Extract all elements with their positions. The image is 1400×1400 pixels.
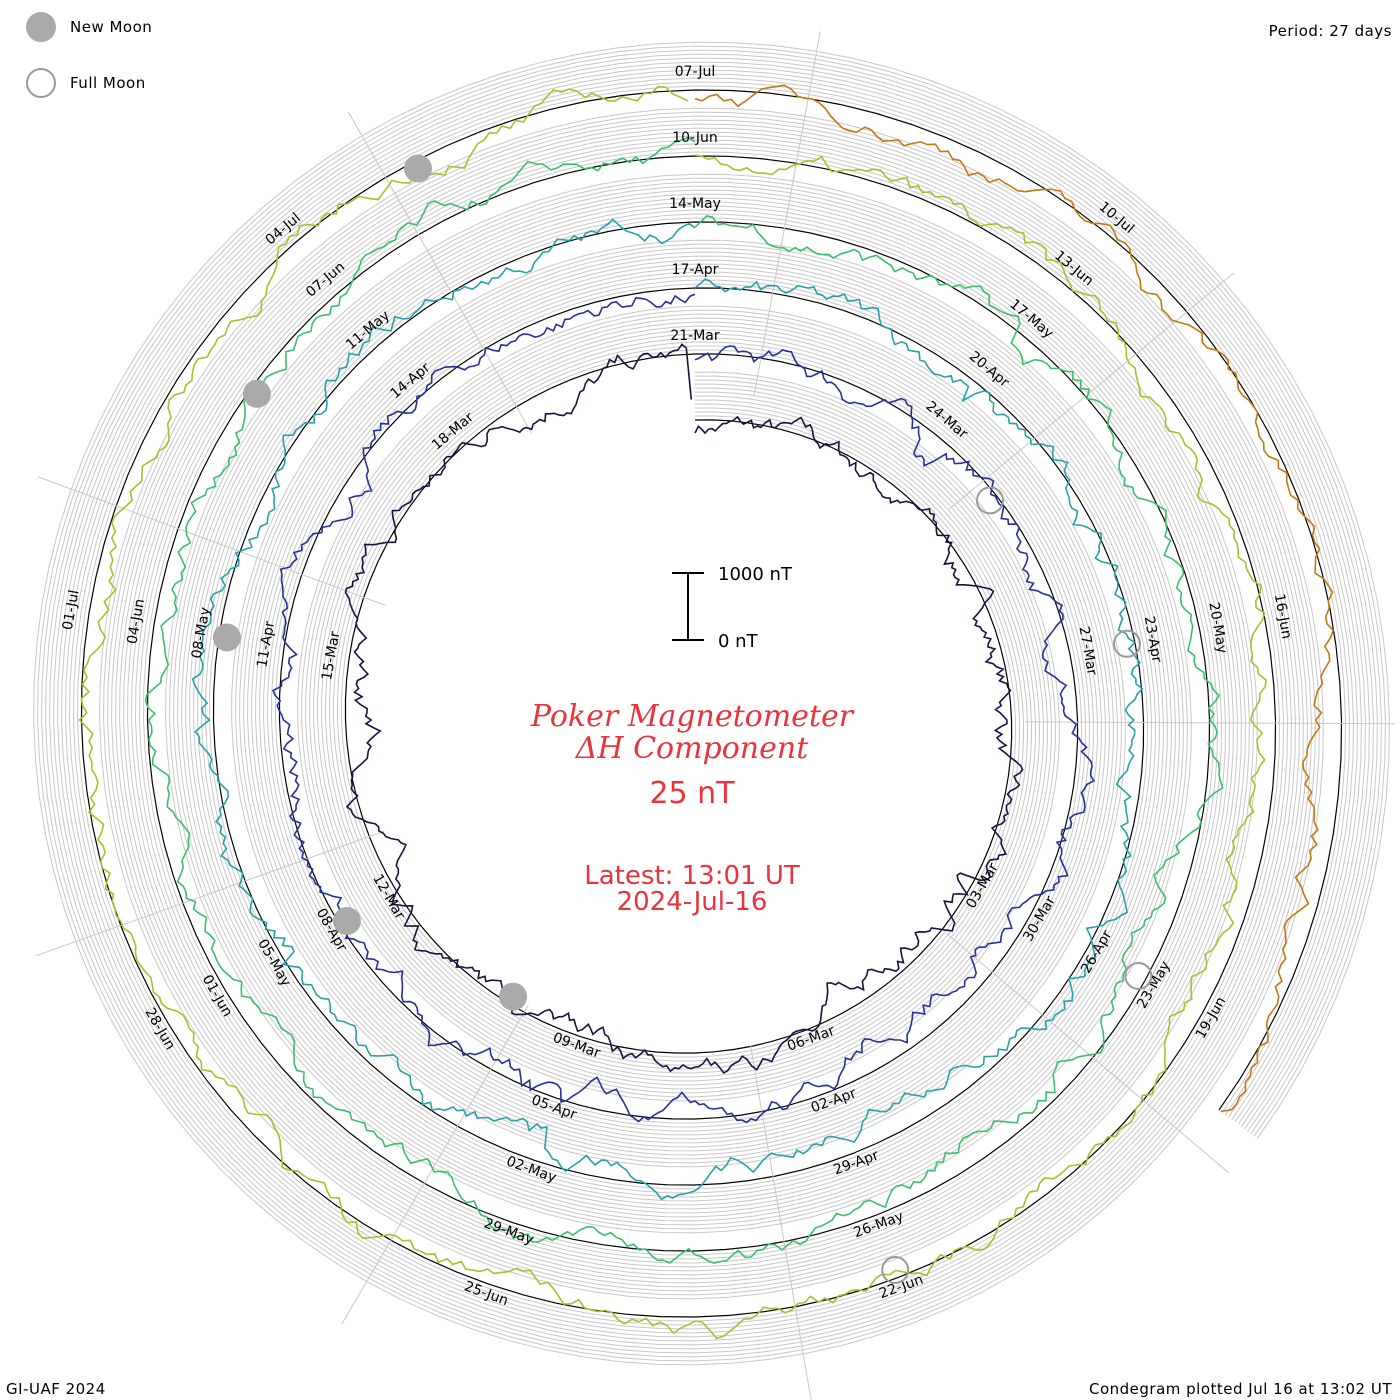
title-line-1: Poker Magnetometer (530, 699, 855, 734)
grid-spiral (45, 53, 1378, 1354)
radial-grid-line (347, 111, 533, 434)
radial-grid-line (750, 1045, 812, 1400)
date-label: 01-Jun (199, 972, 236, 1019)
date-label: 17-May (1006, 296, 1056, 342)
period-label: Period: 27 days (1268, 22, 1392, 40)
grid-spiral (41, 49, 1382, 1358)
series-trace-period-4 (144, 136, 1224, 1264)
radial-grid-line (946, 933, 1230, 1174)
date-label: 01-Jul (60, 589, 83, 632)
plotted-label: Condegram plotted Jul 16 at 13:02 UT (1088, 1380, 1392, 1398)
series-trace-period-3 (191, 218, 1144, 1201)
moon-phase-layer (212, 154, 1153, 1284)
series-layer (78, 84, 1335, 1340)
scale-bar: 1000 nT 0 nT (672, 564, 793, 652)
new-moon-legend: New Moon (26, 12, 152, 42)
radial-grid-line (948, 272, 1235, 510)
full-moon-marker (1113, 629, 1141, 658)
latest-time: Latest: 13:01 UT (584, 861, 800, 891)
date-label: 21-Mar (670, 328, 720, 344)
radial-grid-line (38, 476, 386, 606)
date-label: 04-Jun (124, 598, 148, 646)
series-trace-period-6 (694, 84, 1335, 1113)
grid-spiral (72, 81, 1351, 1326)
credit-label: GI-UAF 2024 (6, 1380, 106, 1398)
date-label: 10-Jun (672, 130, 718, 146)
full-moon-legend: Full Moon (26, 68, 146, 98)
date-label: 27-Mar (1075, 625, 1099, 677)
date-label: 17-Apr (672, 262, 719, 278)
date-label: 14-May (669, 196, 721, 212)
new-moon-marker (212, 623, 241, 652)
radial-grid-line (1024, 721, 1396, 725)
radial-grid-line (341, 1004, 529, 1325)
scale-bottom-label: 0 nT (718, 631, 759, 652)
grid-spiral (57, 65, 1366, 1342)
latest-date: 2024-Jul-16 (617, 887, 768, 917)
radial-grid-line (35, 830, 385, 957)
date-label: 15-Mar (319, 630, 343, 682)
new-moon-marker (499, 982, 528, 1011)
grid-spiral (61, 69, 1362, 1338)
full-moon-marker (976, 486, 1004, 515)
series-trace-period-2 (272, 293, 1096, 1124)
radial-grid-line (753, 31, 821, 396)
series-trace-period-1 (344, 343, 1024, 1075)
grid-spiral (33, 41, 1390, 1366)
date-label: 08-May (189, 606, 214, 660)
grid-spiral (49, 57, 1374, 1350)
date-label: 26-Apr (1078, 928, 1115, 977)
grid-spiral (37, 45, 1386, 1362)
date-label: 23-Apr (1141, 615, 1165, 664)
new-moon-marker (332, 907, 361, 935)
date-label: 20-May (1205, 601, 1230, 655)
baseline-value: 25 nT (649, 776, 735, 811)
date-label: 03-Mar (963, 860, 1002, 911)
date-label: 16-Jun (1271, 593, 1295, 641)
grid-spiral (68, 77, 1355, 1330)
title-line-2: ΔH Component (575, 731, 809, 766)
date-label: 19-Jun (1193, 994, 1230, 1041)
grid-spiral (65, 73, 1358, 1334)
grid-layer (33, 31, 1396, 1400)
new-moon-label: New Moon (70, 18, 153, 36)
grid-spiral (53, 61, 1370, 1346)
new-moon-marker (404, 154, 432, 183)
date-label: 07-Jul (675, 64, 716, 80)
date-label: 18-Mar (429, 409, 477, 453)
grid-spiral (76, 85, 1347, 1322)
new-moon-marker (242, 379, 271, 408)
full-moon-icon (26, 68, 56, 98)
series-trace-period-5 (78, 85, 1268, 1340)
date-label: 28-Jun (141, 1005, 178, 1052)
new-moon-icon (26, 12, 56, 42)
full-moon-marker (1124, 962, 1153, 990)
full-moon-marker (881, 1256, 910, 1284)
full-moon-label: Full Moon (70, 74, 146, 92)
scale-top-label: 1000 nT (718, 564, 793, 585)
chart-title-block: Poker Magnetometer ΔH Component 25 nT La… (530, 699, 855, 917)
